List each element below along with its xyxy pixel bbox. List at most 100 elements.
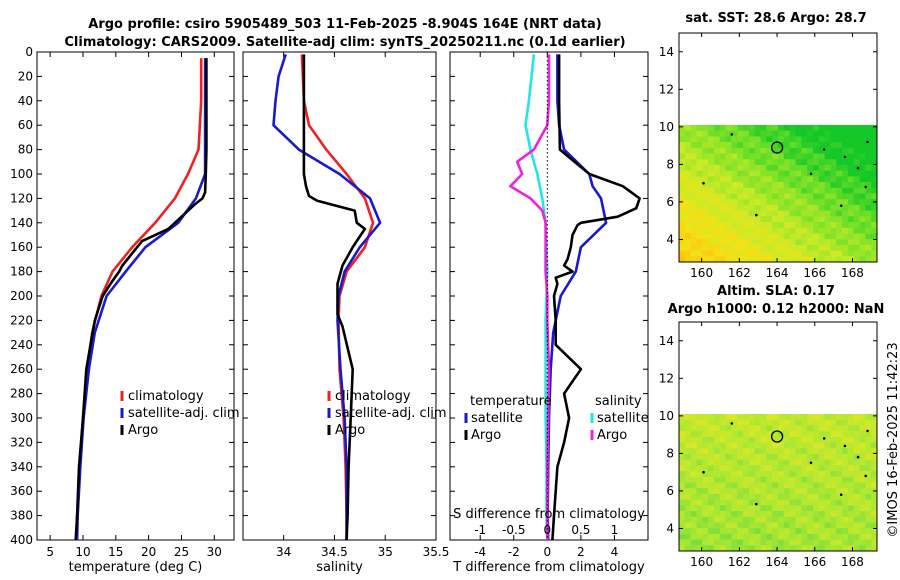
sst-map-cell [760, 182, 767, 189]
sst-map-cell [737, 187, 744, 194]
sst-map-cell [783, 216, 791, 223]
salinity-legend-label: Argo [597, 428, 627, 443]
sla-map-cell [748, 419, 756, 426]
sst-map-cell [713, 124, 721, 132]
sst-map-cell [679, 153, 686, 160]
sla-map-cell [713, 539, 721, 546]
sla-map-cell [842, 413, 849, 421]
sla-map-cell [684, 528, 692, 535]
sst-map-cell [766, 210, 773, 217]
sla-map-cell [737, 465, 744, 472]
sst-map-cell [818, 250, 825, 257]
sla-map-cell [766, 419, 773, 426]
sla-map-cell [789, 522, 796, 529]
sst-map-cell [748, 244, 756, 251]
sst-map-cell [731, 130, 738, 137]
sla-map-cell [713, 442, 721, 449]
sla-map-cell [731, 476, 738, 483]
sla-map-ytick-label: 8 [666, 446, 674, 460]
sst-map-cell [748, 256, 756, 263]
sst-map-cell [871, 256, 878, 263]
sst-map-cell [783, 204, 791, 212]
sla-map-cell [708, 482, 715, 489]
sst-map-cell [731, 187, 738, 194]
sla-map-cell [859, 476, 866, 483]
sst-map-cell [812, 204, 820, 212]
sst-map-cell [737, 153, 744, 160]
sst-map-cell [713, 153, 721, 160]
sst-map-cell [812, 176, 820, 183]
sst-map-cell [812, 227, 820, 234]
sla-map-cell [871, 545, 878, 552]
sla-map-cell [812, 545, 820, 552]
sla-map-cell [696, 431, 703, 438]
sla-map-cell [836, 431, 843, 438]
sst-map-cell [684, 187, 692, 194]
sst-map-cell [696, 147, 703, 154]
sst-map-cell [824, 233, 831, 240]
sla-map-cell [760, 488, 767, 495]
sst-map-cell [725, 210, 732, 217]
sst-map-cell [696, 239, 703, 246]
sst-map-cell [760, 222, 767, 229]
sst-map-cell [859, 244, 866, 251]
sla-map-cell [696, 493, 703, 501]
sst-map-cell [853, 153, 860, 160]
sst-map-cell [807, 227, 814, 234]
sla-map-cell [778, 442, 785, 449]
sst-map-cell [713, 147, 721, 154]
sst-map-cell [853, 159, 860, 166]
sst-map-cell [679, 159, 686, 166]
sst-map-cell [789, 124, 796, 132]
sst-map-cell [847, 210, 855, 217]
sla-map-cell [783, 431, 791, 438]
sst-map-cell [743, 204, 750, 212]
sla-map-cell [830, 488, 837, 495]
salinity-xtick-label: 34 [276, 545, 291, 559]
sst-map-cell [853, 227, 860, 234]
sla-map-cell [713, 476, 721, 483]
sla-map-cell [836, 442, 843, 449]
sla-map-cell [760, 476, 767, 483]
sst-map-cell [731, 239, 738, 246]
sst-map-cell [871, 159, 878, 166]
sla-map-cell [760, 533, 767, 540]
sst-map-cell [789, 153, 796, 160]
sla-map-cell [783, 419, 791, 426]
sst-map-cell [836, 256, 843, 263]
sst-map-cell [783, 199, 791, 206]
sla-map-cell [801, 522, 808, 529]
sla-map-cell [801, 431, 808, 438]
sst-map-title: sat. SST: 28.6 Argo: 28.7 [685, 11, 866, 26]
sst-map-cell [754, 142, 761, 149]
sst-map-cell [853, 182, 860, 189]
sst-map-cell [708, 193, 715, 200]
sla-map-cell [836, 545, 843, 552]
sla-map-cell [842, 493, 849, 501]
sst-map-cell [807, 233, 814, 240]
sla-map-cell [702, 482, 709, 489]
sla-map-cell [719, 533, 726, 540]
sst-map-cell [801, 233, 808, 240]
sst-map-cell [766, 204, 773, 212]
sla-map-cell [748, 431, 756, 438]
sst-map-cell [679, 244, 686, 251]
sla-map-cell [766, 539, 773, 546]
sst-map-cell [830, 222, 837, 229]
sla-map-cell [789, 436, 796, 443]
sla-map-cell [859, 442, 866, 449]
sla-map-cell [731, 431, 738, 438]
sla-map-ytick-label: 12 [659, 371, 674, 385]
sst-map-cell [713, 199, 721, 206]
sla-map-cell [842, 488, 849, 495]
sst-map-cell [853, 187, 860, 194]
sst-map-cell [830, 142, 837, 149]
sst-map-cell [783, 256, 791, 263]
sla-map-cell [824, 419, 831, 426]
sla-map-cell [708, 511, 715, 518]
sla-map-cell [684, 419, 692, 426]
sst-map-cell [690, 124, 697, 132]
sst-map-cell [801, 222, 808, 229]
